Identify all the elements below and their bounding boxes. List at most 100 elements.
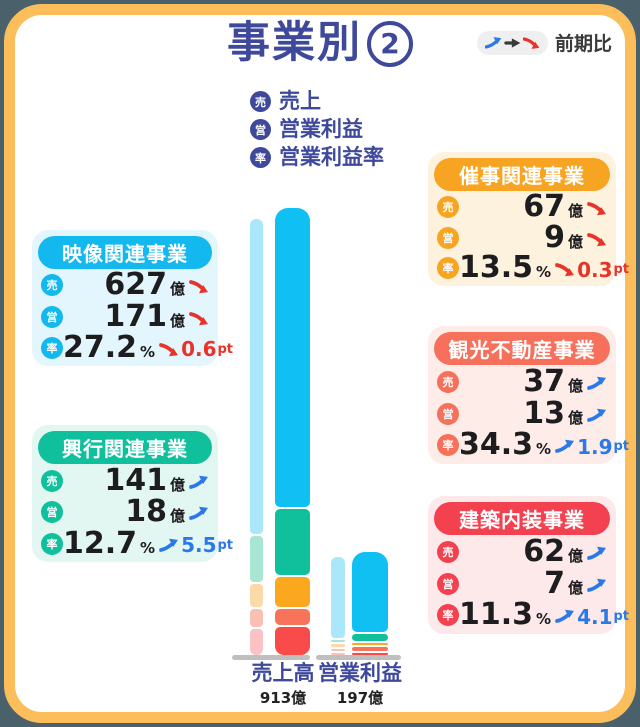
metric-unit: 億 (169, 475, 185, 494)
trend-arrows-pill (476, 30, 548, 55)
trend: 5.5 pt (159, 535, 233, 555)
profit-total: 197億 (336, 689, 384, 708)
page-title-text: 事業別 (227, 18, 362, 68)
metric-value: 171 (104, 298, 167, 334)
trend-arrow-icon (159, 538, 179, 553)
right-arrow-icon (504, 36, 521, 50)
trend-delta-unit: pt (217, 341, 234, 357)
sales-badge-icon: 売 (41, 274, 63, 297)
trend-arrow-icon (587, 376, 607, 391)
trend-arrow-icon (587, 201, 607, 216)
circled-number-icon: 2 (367, 21, 413, 68)
trend-delta: 4.1 (577, 604, 613, 629)
margin-row: 率 12.7% 5.5 pt (41, 525, 233, 561)
sales-badge-icon: 売 (41, 469, 63, 492)
bar-segment-tourism (250, 609, 263, 627)
legend-label: 営業利益 (279, 117, 363, 141)
trend (189, 475, 209, 490)
metric-value: 12.7 (63, 525, 138, 561)
profit-row: 営 18 億 (41, 497, 209, 527)
card-video-business: 映像関連事業 売 627 億 営 171 億 率 27.2% 0.6 pt (32, 230, 233, 366)
metric-value: 67 (523, 188, 565, 224)
legend-label: 営業利益率 (279, 145, 384, 169)
bar-segment-tourism (275, 609, 310, 625)
bar-segment-entertainment (275, 509, 310, 575)
margin-badge-icon: 率 (41, 336, 63, 359)
trend: 1.9 pt (555, 437, 629, 457)
card-rows: 売 627 億 営 171 億 率 27.2% 0.6 pt (32, 269, 233, 366)
bar-segment-construction (275, 627, 310, 655)
trend-delta-unit: pt (217, 537, 234, 553)
legend-row-margin: 率営業利益率 (250, 147, 384, 168)
legend-row-profit: 営営業利益 (250, 119, 384, 140)
card-header: 建築内装事業 (434, 502, 610, 535)
metric-value: 141 (104, 462, 167, 498)
trend-arrow-icon (189, 279, 209, 294)
sales-stacked-bar-chart (250, 195, 310, 655)
trend-arrow-icon (555, 439, 575, 454)
trend-delta: 5.5 (181, 533, 217, 557)
trend-arrow-icon (555, 609, 575, 624)
bar-segment-video (250, 219, 263, 534)
metric-unit: 億 (567, 232, 583, 251)
margin-row: 率 11.3% 4.1 pt (437, 600, 629, 630)
metric-unit: 億 (567, 376, 583, 395)
metric-unit: % (536, 440, 552, 459)
metric-value: 34.3 (459, 427, 534, 463)
profit-previous-period-bar (331, 557, 345, 655)
trend-arrow-icon (587, 578, 607, 593)
margin-badge-icon: 率 (250, 147, 271, 168)
metric-value: 13 (523, 395, 565, 431)
bar-segment-video (331, 557, 345, 638)
bar-segment-construction (331, 653, 345, 655)
margin-row: 率 34.3% 1.9 pt (437, 427, 629, 463)
sales-badge-icon: 売 (437, 195, 459, 218)
card-entertainment-business: 興行関連事業 売 141 億 営 18 億 率 12.7% 5.5 pt (32, 425, 233, 562)
bar-segment-events (250, 584, 263, 607)
trend-arrow-icon (189, 475, 209, 490)
trend-arrow-icon (189, 311, 209, 326)
ground-shadow (232, 655, 310, 660)
trend-arrow-icon (587, 408, 607, 423)
profit-axis-label: 営業利益 197億 (310, 661, 410, 708)
card-tourism-realestate-business: 観光不動産事業 売 37 億 営 13 億 率 34.3% 1.9 pt (428, 326, 629, 464)
trend-delta-unit: pt (613, 439, 630, 455)
metric-value: 7 (544, 565, 565, 601)
bar-segment-video (275, 208, 310, 507)
metric-value: 18 (125, 494, 167, 529)
period-comparison-label: 前期比 (554, 33, 612, 55)
profit-row: 営 13 億 (437, 395, 607, 431)
trend (587, 376, 607, 391)
metric-unit: 億 (567, 201, 583, 220)
card-header: 興行関連事業 (38, 431, 212, 464)
metric-value: 9 (544, 219, 565, 255)
trend (189, 279, 209, 294)
bar-segment-video (352, 552, 388, 632)
period-comparison-legend: 前期比 (476, 29, 612, 56)
trend-delta: 0.3 (577, 257, 613, 282)
bar-segment-entertainment (331, 640, 345, 642)
sales-axis-label: 売上高 913億 (233, 661, 333, 708)
metric-unit: % (140, 342, 156, 361)
sales-badge-icon: 売 (250, 91, 271, 112)
trend: 4.1 pt (555, 607, 629, 627)
bar-segment-tourism (331, 649, 345, 651)
sales-current-period-bar (275, 208, 310, 655)
legend-row-sales: 売売上 (250, 91, 384, 112)
trend-arrow-icon (587, 546, 607, 561)
metric-unit: 億 (567, 578, 583, 597)
profit-badge-icon: 営 (437, 402, 459, 425)
sales-badge-icon: 売 (437, 370, 459, 393)
margin-row: 率 27.2% 0.6 pt (41, 332, 233, 363)
bar-segment-construction (250, 629, 263, 655)
trend (587, 546, 607, 561)
trend (587, 201, 607, 216)
trend (587, 578, 607, 593)
profit-stacked-bar-chart (331, 195, 388, 655)
metric-value: 13.5 (459, 250, 534, 286)
